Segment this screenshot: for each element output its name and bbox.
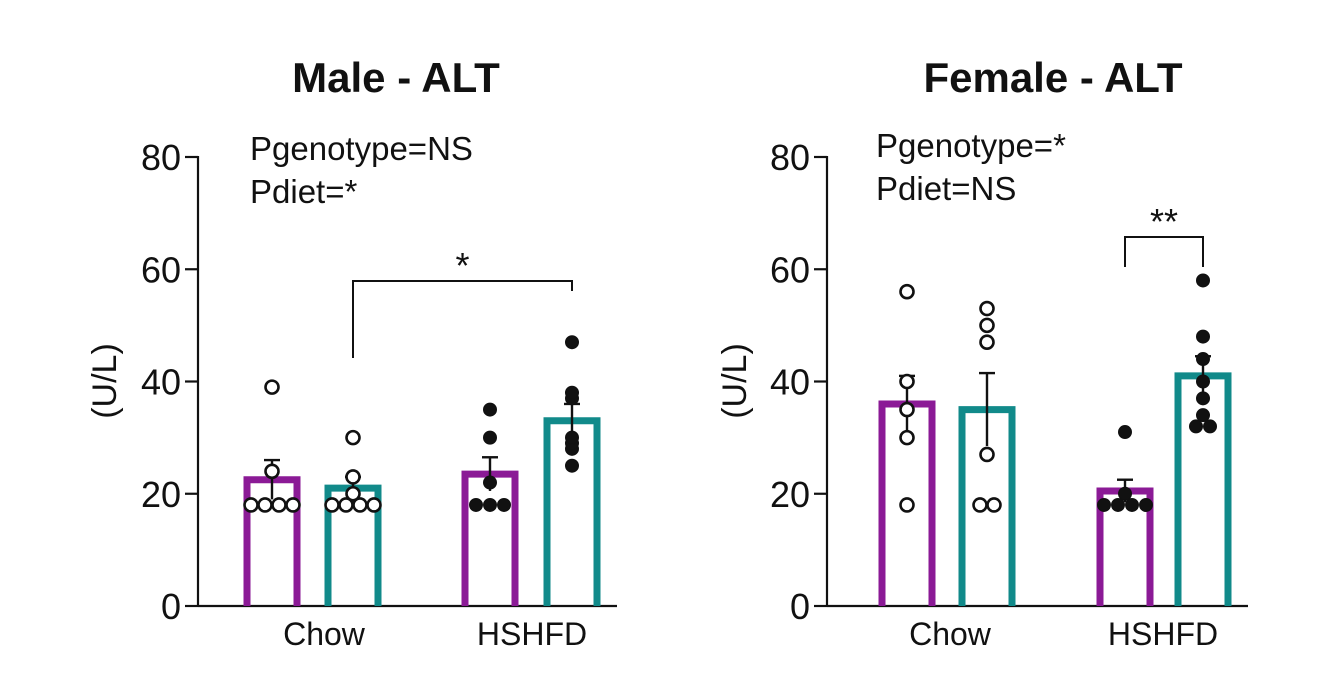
data-point xyxy=(1097,497,1111,512)
data-point xyxy=(483,497,497,512)
data-point xyxy=(979,446,995,463)
data-point xyxy=(1196,352,1210,367)
plot-area xyxy=(814,155,1248,608)
chart-title: Female - ALT xyxy=(923,54,1182,101)
y-ticks: 0 20 40 60 80 xyxy=(141,137,181,627)
data-point xyxy=(1139,497,1153,512)
data-point xyxy=(565,430,579,445)
bar-group xyxy=(1096,425,1154,606)
data-point xyxy=(345,485,361,502)
bar-group xyxy=(543,335,601,606)
data-point xyxy=(469,497,483,512)
data-point xyxy=(324,497,340,513)
bar-group xyxy=(878,283,936,606)
data-point xyxy=(345,429,361,446)
data-point xyxy=(1118,425,1132,440)
significance-bracket xyxy=(1124,236,1204,267)
data-point xyxy=(366,497,382,513)
y-tick-label: 40 xyxy=(141,362,181,403)
data-point xyxy=(1189,419,1203,434)
bar-group xyxy=(958,300,1016,606)
data-point xyxy=(979,334,995,351)
y-tick-label: 60 xyxy=(770,249,810,290)
data-point xyxy=(497,497,511,512)
data-point xyxy=(483,475,497,490)
category-label-hshfd: HSHFD xyxy=(477,616,587,652)
annotation-genotype: Pgenotype=* xyxy=(876,127,1066,164)
y-tick-label: 80 xyxy=(141,137,181,178)
data-point xyxy=(1196,391,1210,406)
y-tick-label: 40 xyxy=(770,362,810,403)
data-point xyxy=(899,429,915,446)
annotation-diet: Pdiet=* xyxy=(250,173,357,210)
plot-area xyxy=(185,155,617,608)
bar-group xyxy=(324,429,382,606)
data-point xyxy=(979,300,995,317)
data-point xyxy=(899,497,915,513)
annotation-diet: Pdiet=NS xyxy=(876,170,1016,207)
data-point xyxy=(1125,497,1139,512)
female-alt-panel: Female - ALT Pgenotype=* Pdiet=NS (U/L) … xyxy=(716,54,1248,652)
category-label-chow: Chow xyxy=(283,616,366,652)
data-point xyxy=(483,430,497,445)
y-axis-label: (U/L) xyxy=(86,343,124,419)
significance-label: * xyxy=(455,245,469,286)
data-point xyxy=(986,497,1002,513)
bar-group xyxy=(243,379,301,606)
data-point xyxy=(899,373,915,390)
data-point xyxy=(1196,408,1210,423)
data-point xyxy=(483,402,497,417)
category-label-chow: Chow xyxy=(909,616,992,652)
data-point xyxy=(1203,419,1217,434)
data-point xyxy=(243,497,259,513)
data-point xyxy=(345,469,361,485)
data-point xyxy=(1196,329,1210,344)
male-alt-panel: Male - ALT Pgenotype=NS Pdiet=* (U/L) Ch… xyxy=(86,54,617,652)
y-ticks: 0 20 40 60 80 xyxy=(770,137,810,627)
y-tick-label: 0 xyxy=(161,586,181,627)
data-point xyxy=(1196,273,1210,288)
data-point xyxy=(565,335,579,350)
data-point xyxy=(264,379,280,395)
data-point xyxy=(285,497,301,513)
y-tick-label: 80 xyxy=(770,137,810,178)
annotation-genotype: Pgenotype=NS xyxy=(250,130,473,167)
bar-group xyxy=(461,402,519,606)
y-tick-label: 20 xyxy=(141,474,181,515)
data-point xyxy=(1111,497,1125,512)
data-point xyxy=(972,497,988,513)
data-point xyxy=(565,458,579,473)
data-point xyxy=(899,401,915,418)
data-point xyxy=(979,317,995,334)
data-point xyxy=(271,497,287,513)
y-tick-label: 20 xyxy=(770,474,810,515)
data-point xyxy=(565,385,579,400)
data-point xyxy=(264,463,280,480)
data-point xyxy=(257,497,273,513)
y-tick-label: 0 xyxy=(790,586,810,627)
data-point xyxy=(899,283,915,300)
data-point xyxy=(1196,374,1210,389)
chart-title: Male - ALT xyxy=(292,54,500,101)
bar-group xyxy=(1174,273,1232,606)
y-tick-label: 60 xyxy=(141,249,181,290)
significance-bracket xyxy=(352,280,573,358)
category-label-hshfd: HSHFD xyxy=(1108,616,1218,652)
data-point xyxy=(1118,486,1132,501)
significance-label: ** xyxy=(1150,201,1178,242)
bar xyxy=(461,470,519,606)
y-axis-label: (U/L) xyxy=(716,343,754,419)
